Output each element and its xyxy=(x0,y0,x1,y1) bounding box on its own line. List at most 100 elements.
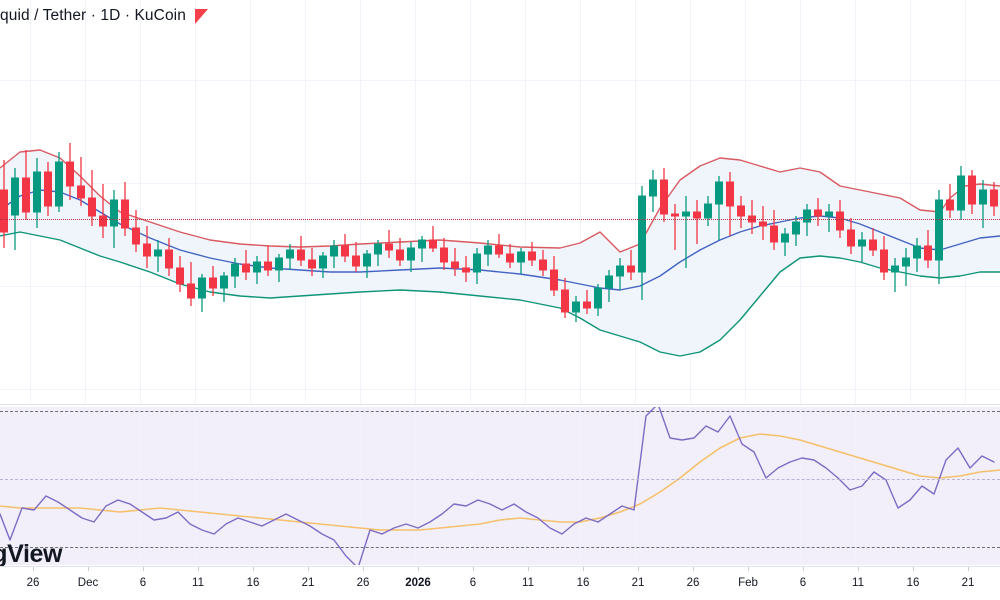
candle-body xyxy=(781,233,789,243)
time-axis-label: 21 xyxy=(301,577,315,589)
axis-tick xyxy=(418,567,419,571)
candle xyxy=(715,176,723,240)
time-axis-label: 11 xyxy=(522,577,534,589)
time-axis[interactable]: 26 Dec 6 11 16 21 26 2026 6 11 16 21 26 Feb 6 11 16 21 xyxy=(0,566,1000,600)
axis-tick xyxy=(803,567,804,571)
rsi-pane[interactable] xyxy=(0,407,1000,565)
time-axis-label: 6 xyxy=(799,577,807,589)
candle-body xyxy=(253,261,261,273)
candle xyxy=(880,236,888,280)
candle xyxy=(781,228,789,256)
candle xyxy=(946,184,954,218)
candle xyxy=(99,184,107,238)
grid-line-vertical xyxy=(635,0,636,404)
candle-body xyxy=(803,209,811,223)
candle-body xyxy=(286,249,294,259)
candle xyxy=(693,200,701,244)
time-axis-label: 21 xyxy=(631,577,645,589)
axis-tick xyxy=(528,567,529,571)
candle-body xyxy=(858,239,866,247)
rsi-level-70 xyxy=(0,411,1000,412)
grid-line-vertical xyxy=(85,407,86,565)
axis-tick xyxy=(858,567,859,571)
candle-body xyxy=(946,199,954,211)
candle-body xyxy=(616,265,624,277)
grid-line-vertical xyxy=(250,0,251,404)
kucoin-flag-icon xyxy=(194,8,208,24)
price-pane[interactable] xyxy=(0,0,1000,404)
candle xyxy=(737,196,745,228)
axis-tick xyxy=(143,567,144,571)
grid-line-horizontal xyxy=(0,183,1000,184)
pane-divider[interactable] xyxy=(0,404,1000,405)
axis-tick xyxy=(363,567,364,571)
candle-body xyxy=(528,251,536,261)
time-axis-label: 26 xyxy=(356,577,370,589)
candle-body xyxy=(561,289,569,313)
candle-body xyxy=(572,301,580,313)
candle xyxy=(308,248,316,276)
rsi-line xyxy=(0,407,995,565)
candle-body xyxy=(88,197,96,217)
candle xyxy=(407,242,415,272)
symbol-title: quid / Tether · 1D · KuCoin xyxy=(0,7,186,24)
candle-body xyxy=(308,259,316,269)
candle xyxy=(935,190,943,284)
time-axis-label: Dec xyxy=(77,577,99,589)
candle xyxy=(979,180,987,228)
candle-body xyxy=(759,221,767,227)
time-axis-label: 11 xyxy=(192,577,204,589)
candle-body xyxy=(506,253,514,263)
candle-body xyxy=(231,263,239,277)
candle xyxy=(825,204,833,232)
candle xyxy=(550,256,558,296)
candle-body xyxy=(396,249,404,261)
candle xyxy=(495,234,503,258)
grid-line-vertical xyxy=(195,0,196,404)
candle-body xyxy=(847,229,855,247)
candle-body xyxy=(583,301,591,309)
grid-line-vertical xyxy=(800,0,801,404)
time-axis-label: Feb xyxy=(738,577,758,589)
candle-body xyxy=(770,225,778,243)
candle xyxy=(11,168,19,250)
candle-body xyxy=(275,257,283,271)
candle-body xyxy=(0,189,8,233)
candle xyxy=(869,228,877,256)
candle-body xyxy=(363,253,371,267)
candle xyxy=(814,198,822,226)
candle xyxy=(517,248,525,274)
candle xyxy=(660,168,668,222)
bollinger-lower-band xyxy=(0,231,1000,357)
grid-line-vertical xyxy=(140,0,141,404)
candle xyxy=(957,166,965,220)
candle-body xyxy=(671,213,679,217)
candle-body xyxy=(682,211,690,217)
candle xyxy=(583,290,591,314)
grid-line-vertical xyxy=(85,0,86,404)
candle xyxy=(286,244,294,270)
grid-line-vertical xyxy=(250,407,251,565)
candle xyxy=(858,232,866,262)
candle xyxy=(121,182,129,236)
grid-line-vertical xyxy=(360,407,361,565)
candle-body xyxy=(891,265,899,273)
candle xyxy=(363,250,371,278)
candle-body xyxy=(44,171,52,207)
candle-body xyxy=(539,259,547,271)
grid-line-horizontal xyxy=(0,286,1000,287)
candle-body xyxy=(121,199,129,229)
candle xyxy=(330,240,338,268)
time-axis-label: 11 xyxy=(852,577,864,589)
candle-body xyxy=(913,245,921,259)
chart-legend[interactable]: quid / Tether · 1D · KuCoin xyxy=(0,7,208,25)
candle-body xyxy=(594,287,602,309)
candle xyxy=(627,250,635,280)
candle xyxy=(649,170,657,212)
candle-body xyxy=(154,249,162,257)
grid-line-vertical xyxy=(965,407,966,565)
candle xyxy=(44,162,52,216)
candle-body xyxy=(198,277,206,299)
candle-body xyxy=(110,199,118,227)
candle-body xyxy=(319,255,327,269)
